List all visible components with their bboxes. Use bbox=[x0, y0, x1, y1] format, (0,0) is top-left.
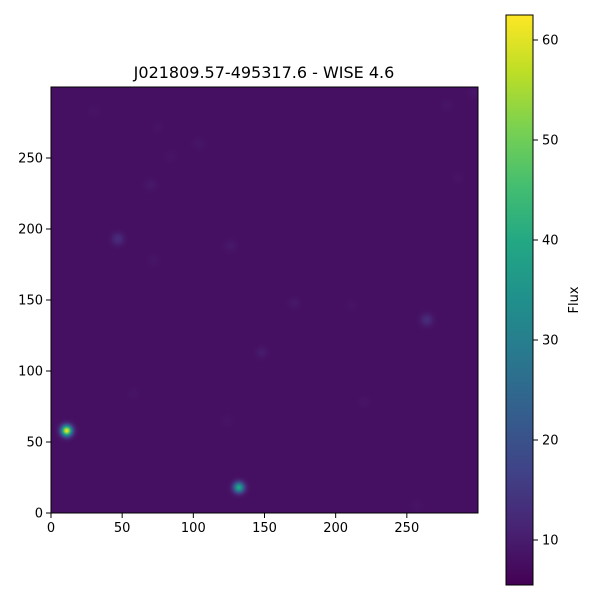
y-tick-label: 250 bbox=[18, 152, 43, 167]
colorbar-tick-label: 30 bbox=[542, 334, 559, 349]
colorbar-tick-label: 60 bbox=[542, 34, 559, 49]
heatmap-plot: 0 50 100 150 200 250 0 50 100 150 200 250 bbox=[18, 86, 479, 536]
y-tick-label: 200 bbox=[18, 223, 43, 238]
colorbar-tick-label: 50 bbox=[542, 134, 559, 149]
x-tick-label: 0 bbox=[47, 521, 55, 536]
y-tick-label: 0 bbox=[35, 507, 43, 522]
flux-heatmap-image bbox=[51, 87, 478, 513]
colorbar-tick-label: 20 bbox=[542, 434, 559, 449]
colorbar-label: Flux bbox=[567, 286, 582, 313]
x-tick-label: 150 bbox=[252, 521, 277, 536]
colorbar-axis: 10 20 30 40 50 60 bbox=[533, 34, 559, 549]
colorbar-tick-label: 10 bbox=[542, 534, 559, 549]
y-tick-label: 150 bbox=[18, 294, 43, 309]
y-axis: 0 50 100 150 200 250 bbox=[18, 152, 51, 522]
x-tick-label: 100 bbox=[181, 521, 206, 536]
colorbar: 10 20 30 40 50 60 Flux bbox=[505, 14, 582, 586]
x-tick-label: 200 bbox=[323, 521, 348, 536]
colorbar-frame bbox=[505, 14, 534, 586]
x-tick-label: 250 bbox=[394, 521, 419, 536]
x-tick-label: 50 bbox=[114, 521, 131, 536]
y-tick-label: 50 bbox=[26, 436, 43, 451]
colorbar-gradient bbox=[506, 15, 533, 585]
y-tick-label: 100 bbox=[18, 365, 43, 380]
colorbar-tick-label: 40 bbox=[542, 234, 559, 249]
chart-title: J021809.57-495317.6 - WISE 4.6 bbox=[133, 63, 395, 82]
x-axis: 0 50 100 150 200 250 bbox=[47, 513, 419, 536]
